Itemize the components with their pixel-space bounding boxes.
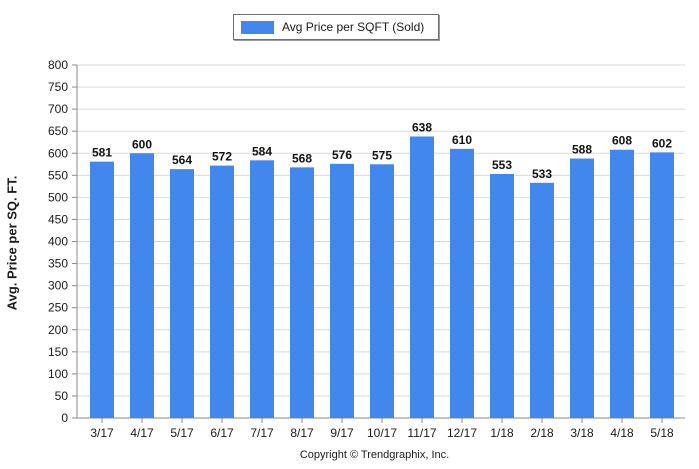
- x-tick-label: 11/17: [407, 426, 436, 440]
- x-tick-label: 9/17: [330, 426, 354, 440]
- x-tick-label: 8/17: [290, 426, 314, 440]
- y-tick-label: 800: [48, 58, 68, 72]
- data-label: 588: [572, 143, 592, 157]
- x-tick-label: 7/17: [250, 426, 274, 440]
- y-tick-label: 250: [48, 301, 68, 315]
- data-label: 610: [452, 133, 472, 147]
- x-tick-label: 6/17: [210, 426, 234, 440]
- bar: [410, 136, 434, 419]
- y-tick-label: 450: [48, 212, 68, 226]
- x-tick-label: 3/18: [570, 426, 594, 440]
- data-label: 576: [332, 148, 352, 162]
- bar: [450, 148, 474, 418]
- bar: [610, 149, 634, 418]
- x-tick-label: 2/18: [530, 426, 554, 440]
- data-label: 608: [612, 134, 632, 148]
- y-tick-label: 600: [48, 146, 68, 160]
- y-tick-label: 650: [48, 124, 68, 138]
- legend: Avg Price per SQFT (Sold): [233, 14, 439, 40]
- bar: [290, 167, 314, 418]
- y-tick-label: 200: [48, 323, 68, 337]
- data-label: 533: [532, 167, 552, 181]
- y-tick-label: 300: [48, 279, 68, 293]
- x-tick-label: 5/17: [170, 426, 194, 440]
- y-tick-label: 750: [48, 80, 68, 94]
- y-axis-title: Avg. Price per SQ. FT.: [4, 175, 20, 311]
- bar: [650, 152, 674, 418]
- y-tick-label: 150: [48, 345, 68, 359]
- y-tick-label: 700: [48, 102, 68, 116]
- x-tick-label: 3/17: [90, 426, 114, 440]
- x-tick-label: 10/17: [367, 426, 397, 440]
- data-label: 638: [412, 120, 432, 134]
- y-tick-label: 350: [48, 257, 68, 271]
- copyright-text: Copyright © Trendgraphix, Inc.: [299, 449, 450, 461]
- bar: [530, 182, 554, 418]
- data-label: 575: [372, 148, 392, 162]
- y-tick-label: 100: [48, 367, 68, 381]
- y-tick-label: 500: [48, 190, 68, 204]
- data-label: 553: [492, 158, 512, 172]
- bar: [250, 160, 274, 418]
- bar: [490, 173, 514, 418]
- bar: [170, 169, 194, 418]
- data-label: 564: [172, 153, 192, 167]
- y-tick-label: 550: [48, 168, 68, 182]
- y-tick-label: 400: [48, 235, 68, 249]
- data-label: 568: [292, 151, 312, 165]
- x-tick-label: 4/17: [130, 426, 154, 440]
- x-tick-label: 4/18: [610, 426, 634, 440]
- y-tick-label: 50: [55, 389, 69, 403]
- data-label: 602: [652, 136, 672, 150]
- bar: [370, 164, 394, 418]
- bar: [210, 165, 234, 418]
- bar: [570, 158, 594, 419]
- bar: [130, 153, 154, 418]
- x-tick-label: 5/18: [650, 426, 674, 440]
- data-label: 584: [252, 144, 272, 158]
- data-label: 581: [92, 146, 112, 160]
- bar: [90, 161, 114, 419]
- x-tick-label: 1/18: [490, 426, 514, 440]
- data-label: 600: [132, 137, 152, 151]
- bar: [330, 163, 354, 418]
- y-tick-label: 0: [61, 411, 68, 425]
- legend-swatch: [241, 20, 274, 34]
- data-label: 572: [212, 150, 232, 164]
- x-tick-label: 12/17: [447, 426, 477, 440]
- legend-label: Avg Price per SQFT (Sold): [282, 20, 425, 34]
